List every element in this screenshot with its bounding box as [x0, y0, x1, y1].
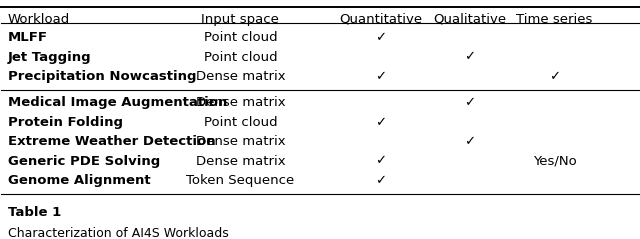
Text: Point cloud: Point cloud: [204, 116, 277, 129]
Text: ✓: ✓: [375, 174, 386, 187]
Text: Yes/No: Yes/No: [532, 155, 577, 168]
Text: ✓: ✓: [375, 116, 386, 129]
Text: ✓: ✓: [375, 31, 386, 44]
Text: Workload: Workload: [8, 13, 70, 26]
Text: ✓: ✓: [375, 70, 386, 83]
Text: ✓: ✓: [464, 96, 476, 109]
Text: Characterization of AI4S Workloads: Characterization of AI4S Workloads: [8, 227, 228, 239]
Text: ✓: ✓: [464, 135, 476, 148]
Text: ✓: ✓: [549, 70, 560, 83]
Text: ✓: ✓: [375, 155, 386, 168]
Text: Point cloud: Point cloud: [204, 50, 277, 64]
Text: Dense matrix: Dense matrix: [196, 135, 285, 148]
Text: Protein Folding: Protein Folding: [8, 116, 123, 129]
Text: Input space: Input space: [202, 13, 279, 26]
Text: Time series: Time series: [516, 13, 593, 26]
Text: Precipitation Nowcasting: Precipitation Nowcasting: [8, 70, 196, 83]
Text: MLFF: MLFF: [8, 31, 48, 44]
Text: Genome Alignment: Genome Alignment: [8, 174, 150, 187]
Text: Token Sequence: Token Sequence: [186, 174, 294, 187]
Text: Qualitative: Qualitative: [433, 13, 506, 26]
Text: Dense matrix: Dense matrix: [196, 96, 285, 109]
Text: Generic PDE Solving: Generic PDE Solving: [8, 155, 160, 168]
Text: Jet Tagging: Jet Tagging: [8, 50, 92, 64]
Text: Dense matrix: Dense matrix: [196, 155, 285, 168]
Text: Table 1: Table 1: [8, 206, 61, 219]
Text: ✓: ✓: [464, 50, 476, 64]
Text: Medical Image Augmentation: Medical Image Augmentation: [8, 96, 227, 109]
Text: Extreme Weather Detection: Extreme Weather Detection: [8, 135, 216, 148]
Text: Quantitative: Quantitative: [339, 13, 422, 26]
Text: Dense matrix: Dense matrix: [196, 70, 285, 83]
Text: Point cloud: Point cloud: [204, 31, 277, 44]
